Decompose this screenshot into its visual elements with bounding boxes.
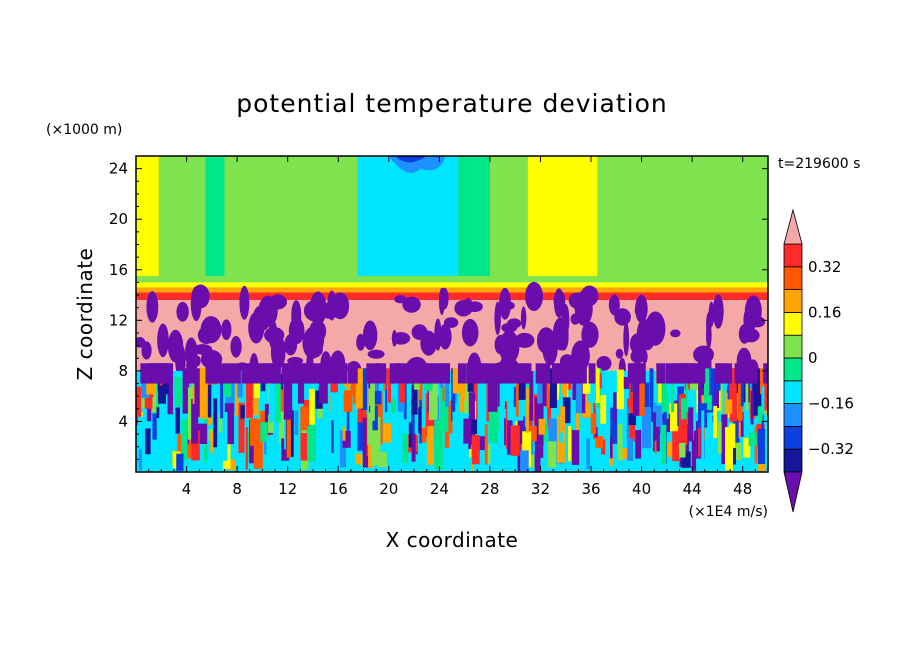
colorbar-segment xyxy=(783,289,803,313)
x-axis-label: X coordinate xyxy=(386,528,519,552)
y-axis-label: Z coordinate xyxy=(73,248,97,381)
y-tick-label: 12 xyxy=(109,311,128,329)
x-tick-label: 16 xyxy=(329,480,348,498)
colorbar-segment xyxy=(783,448,803,473)
colorbar-segment xyxy=(783,311,803,336)
colorbar-segment xyxy=(783,380,803,404)
y-tick-label: 8 xyxy=(118,362,128,380)
colorbar-label: 0.32 xyxy=(808,258,841,276)
colorbar-segment xyxy=(783,425,803,450)
colorbar-label: 0.16 xyxy=(808,303,841,321)
colorbar-segment xyxy=(783,357,803,382)
contour-field xyxy=(136,156,768,472)
colorbar-segment xyxy=(783,266,803,290)
colorbar-segment xyxy=(783,403,803,427)
time-label: t=219600 s xyxy=(778,156,860,172)
chart-title: potential temperature deviation xyxy=(236,89,667,118)
x-tick-label: 8 xyxy=(232,480,242,498)
x-axis: 4 8 12 16 20 24 28 32 36 40 44 48 xyxy=(148,156,756,498)
x-tick-label: 12 xyxy=(278,480,297,498)
y-unit-label: (×1000 m) xyxy=(46,122,122,138)
x-tick-label: 36 xyxy=(581,480,600,498)
x-tick-label: 20 xyxy=(379,480,398,498)
colorbar-segment xyxy=(783,334,803,359)
colorbar-top-arrow xyxy=(783,208,803,245)
x-tick-label: 28 xyxy=(480,480,499,498)
y-axis: 4 8 12 16 20 24 xyxy=(109,160,768,460)
colorbar-bottom-arrow xyxy=(783,471,803,513)
x-tick-label: 48 xyxy=(733,480,752,498)
x-tick-label: 24 xyxy=(430,480,449,498)
y-tick-label: 4 xyxy=(118,412,128,430)
colorbar-label: 0 xyxy=(808,349,818,367)
colorbar-label: −0.32 xyxy=(808,440,854,458)
colorbar-segment xyxy=(783,243,803,268)
x-tick-label: 44 xyxy=(683,480,702,498)
x-tick-label: 32 xyxy=(531,480,550,498)
colorbar: −0.32 −0.16 0 0.16 0.32 xyxy=(783,208,854,513)
y-tick-label: 24 xyxy=(109,160,128,178)
x-tick-label: 4 xyxy=(182,480,192,498)
x-unit-label: (×1E4 m/s) xyxy=(689,504,768,520)
x-tick-label: 40 xyxy=(632,480,651,498)
colorbar-label: −0.16 xyxy=(808,395,854,413)
y-tick-label: 16 xyxy=(109,261,128,279)
y-tick-label: 20 xyxy=(109,210,128,228)
